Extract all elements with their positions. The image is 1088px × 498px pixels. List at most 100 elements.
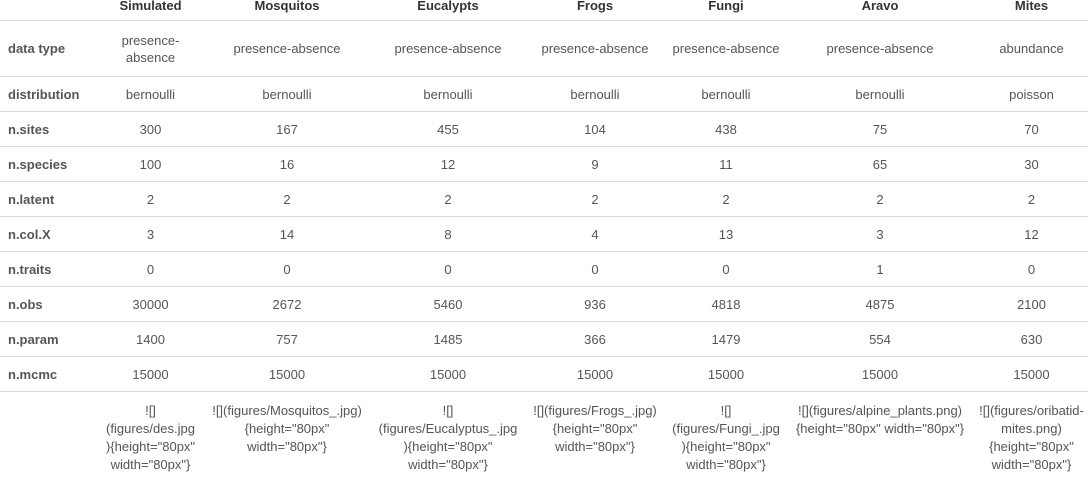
row-label — [0, 392, 100, 498]
cell-text: presence-absence — [118, 32, 184, 66]
table-cell: 2672 — [201, 287, 373, 322]
table-cell: 70 — [975, 112, 1088, 147]
table-cell: 30 — [975, 147, 1088, 182]
table-cell: presence-absence — [373, 21, 523, 77]
row-label: distribution — [0, 77, 100, 112]
table-cell: 455 — [373, 112, 523, 147]
table-cell: 15000 — [100, 357, 201, 392]
table-cell: 300 — [100, 112, 201, 147]
table-cell: 0 — [667, 252, 785, 287]
table-cell: 2 — [373, 182, 523, 217]
table-row-n-param: n.param 1400 757 1485 366 1479 554 630 — [0, 322, 1088, 357]
table-cell: 2 — [975, 182, 1088, 217]
row-label: n.mcmc — [0, 357, 100, 392]
figure-placeholder-cell: ![](figures/oribatid-mites.png){height="… — [975, 392, 1088, 498]
table-cell: 15000 — [523, 357, 667, 392]
table-cell: 0 — [373, 252, 523, 287]
table-cell: 30000 — [100, 287, 201, 322]
table-cell: 2 — [201, 182, 373, 217]
table-cell: 2 — [523, 182, 667, 217]
table-row-figures: ![](figures/des.jpg){height="80px" width… — [0, 392, 1088, 498]
table-cell: bernoulli — [373, 77, 523, 112]
table-cell: 2 — [785, 182, 975, 217]
table-cell: presence-absence — [785, 21, 975, 77]
table-cell: 0 — [201, 252, 373, 287]
table-row-n-traits: n.traits 0 0 0 0 0 1 0 — [0, 252, 1088, 287]
table-cell: 366 — [523, 322, 667, 357]
table-cell: 0 — [975, 252, 1088, 287]
row-label: n.col.X — [0, 217, 100, 252]
table-row-n-mcmc: n.mcmc 15000 15000 15000 15000 15000 150… — [0, 357, 1088, 392]
figure-placeholder-cell: ![](figures/Frogs_.jpg){height="80px" wi… — [523, 392, 667, 498]
table-cell: 75 — [785, 112, 975, 147]
table-cell: presence-absence — [667, 21, 785, 77]
table-cell: 630 — [975, 322, 1088, 357]
table-cell: 1 — [785, 252, 975, 287]
figure-placeholder-cell: ![](figures/Fungi_.jpg){height="80px" wi… — [667, 392, 785, 498]
table-cell: 11 — [667, 147, 785, 182]
table-cell: 4818 — [667, 287, 785, 322]
row-label: data type — [0, 21, 100, 77]
table-cell: 2 — [667, 182, 785, 217]
table-cell: 12 — [975, 217, 1088, 252]
table-cell: 15000 — [975, 357, 1088, 392]
table-cell: 13 — [667, 217, 785, 252]
table-cell: 65 — [785, 147, 975, 182]
table-row-n-obs: n.obs 30000 2672 5460 936 4818 4875 2100 — [0, 287, 1088, 322]
column-header-mites: Mites — [975, 0, 1088, 21]
table-cell: presence-absence — [201, 21, 373, 77]
table-cell: bernoulli — [667, 77, 785, 112]
table-cell: 5460 — [373, 287, 523, 322]
table-cell: 15000 — [201, 357, 373, 392]
table-cell: 0 — [100, 252, 201, 287]
table-cell: 12 — [373, 147, 523, 182]
table-cell: poisson — [975, 77, 1088, 112]
row-label: n.species — [0, 147, 100, 182]
table-cell: presence-absence — [100, 21, 201, 77]
table-cell: 100 — [100, 147, 201, 182]
table-cell: 16 — [201, 147, 373, 182]
table-cell: bernoulli — [523, 77, 667, 112]
table-cell: 2 — [100, 182, 201, 217]
table-cell: 8 — [373, 217, 523, 252]
column-header-fungi: Fungi — [667, 0, 785, 21]
figure-placeholder-cell: ![](figures/des.jpg){height="80px" width… — [100, 392, 201, 498]
figure-placeholder-cell: ![](figures/Mosquitos_.jpg){height="80px… — [201, 392, 373, 498]
table-cell: 1479 — [667, 322, 785, 357]
table-row-n-species: n.species 100 16 12 9 11 65 30 — [0, 147, 1088, 182]
figure-placeholder-cell: ![](figures/Eucalyptus_.jpg){height="80p… — [373, 392, 523, 498]
table-cell: 1485 — [373, 322, 523, 357]
row-label: n.obs — [0, 287, 100, 322]
table-cell: 554 — [785, 322, 975, 357]
table-row-n-latent: n.latent 2 2 2 2 2 2 2 — [0, 182, 1088, 217]
table-cell: 3 — [785, 217, 975, 252]
table-cell: 757 — [201, 322, 373, 357]
table-row-n-sites: n.sites 300 167 455 104 438 75 70 — [0, 112, 1088, 147]
column-header-aravo: Aravo — [785, 0, 975, 21]
table-cell: presence-absence — [523, 21, 667, 77]
header-corner — [0, 0, 100, 21]
table-cell: 15000 — [373, 357, 523, 392]
figure-placeholder-cell: ![](figures/alpine_plants.png){height="8… — [785, 392, 975, 498]
table-row-distribution: distribution bernoulli bernoulli bernoul… — [0, 77, 1088, 112]
table-cell: abundance — [975, 21, 1088, 77]
table-cell: 936 — [523, 287, 667, 322]
table-cell: 104 — [523, 112, 667, 147]
table-cell: 4 — [523, 217, 667, 252]
table-row-data-type: data type presence-absence presence-abse… — [0, 21, 1088, 77]
column-header-mosquitos: Mosquitos — [201, 0, 373, 21]
table-cell: 1400 — [100, 322, 201, 357]
header-row: Simulated Mosquitos Eucalypts Frogs Fung… — [0, 0, 1088, 21]
row-label: n.traits — [0, 252, 100, 287]
table-cell: bernoulli — [785, 77, 975, 112]
column-header-eucalypts: Eucalypts — [373, 0, 523, 21]
table-cell: 3 — [100, 217, 201, 252]
table-cell: 438 — [667, 112, 785, 147]
row-label: n.latent — [0, 182, 100, 217]
column-header-frogs: Frogs — [523, 0, 667, 21]
column-header-simulated: Simulated — [100, 0, 201, 21]
table-cell: 9 — [523, 147, 667, 182]
table-cell: 2100 — [975, 287, 1088, 322]
table-cell: bernoulli — [201, 77, 373, 112]
